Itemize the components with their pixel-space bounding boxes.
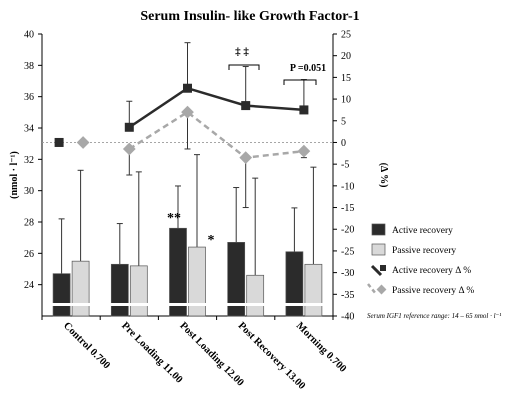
right-tick-label: 5: [341, 116, 346, 127]
left-tick-label: 36: [24, 92, 34, 103]
right-tick-label: 20: [341, 51, 351, 62]
bar: [285, 251, 304, 317]
reference-range-note: Serum IGF1 reference range: 14 – 65 nmol…: [367, 312, 501, 320]
bar: [110, 263, 129, 317]
bar: [227, 242, 246, 317]
active-delta-marker: [54, 137, 64, 147]
right-tick-label: -10: [341, 181, 354, 192]
right-tick-label: -30: [341, 268, 354, 279]
left-tick-label: 28: [24, 218, 34, 229]
legend-label: Active recovery: [392, 226, 453, 236]
p-value-bracket: [283, 79, 317, 85]
right-tick-label: -35: [341, 290, 354, 301]
left-tick-label: 30: [24, 186, 34, 197]
left-tick-label: 26: [24, 249, 34, 260]
bar: [246, 274, 265, 317]
active-delta-marker: [299, 105, 309, 115]
left-tick-label: 34: [24, 124, 34, 135]
right-tick-label: -25: [341, 246, 354, 257]
active-delta-marker: [241, 101, 251, 111]
significance-single-star: *: [208, 233, 215, 248]
right-tick-label: 0: [341, 138, 346, 149]
category-label: Post Loading 12.00: [177, 320, 245, 388]
significance-double-star: **: [167, 211, 181, 226]
bar: [304, 263, 323, 317]
legend-swatch: [371, 243, 386, 256]
left-tick-label: 24: [24, 280, 34, 291]
passive-delta-marker: [239, 151, 253, 165]
right-tick-label: -5: [341, 160, 349, 171]
left-tick-label: 32: [24, 155, 34, 166]
category-label: Post Recovery 13.00: [236, 320, 307, 391]
left-axis-label: (nmol · l⁻¹): [9, 151, 20, 199]
bar: [188, 246, 206, 317]
passive-delta-marker: [122, 142, 136, 156]
category-label: Control 0.700: [61, 320, 112, 371]
legend-label: Passive recovery: [392, 246, 456, 256]
plot-area: 24 26 28 30 32 34 36 38 40 -40 -35 -30 -25 -20 -15 -10 -…: [24, 30, 354, 392]
right-tick-label: 15: [341, 73, 351, 84]
passive-delta-line: [128, 110, 305, 159]
active-delta-line: [128, 86, 304, 129]
category-label: Morning 0.700: [294, 320, 348, 374]
legend-label: Passive recovery Δ %: [392, 286, 474, 296]
right-axis-label: (Δ %): [378, 163, 389, 188]
passive-delta-marker: [297, 144, 311, 158]
passive-delta-marker: [76, 136, 90, 149]
p-value-label: P =0.051: [290, 63, 326, 74]
legend-swatch: [371, 223, 386, 236]
right-tick-label: -40: [341, 312, 354, 323]
legend-line-swatch: [370, 264, 383, 277]
passive-delta-marker: [181, 105, 194, 119]
legend: Active recovery Passive recovery Active re…: [367, 223, 474, 296]
legend-marker-swatch: [380, 265, 386, 271]
legend-marker-swatch: [376, 284, 387, 295]
bar: [129, 265, 148, 317]
right-tick-label: -20: [341, 225, 354, 236]
left-tick-label: 38: [24, 61, 34, 72]
legend-line-swatch: [367, 283, 377, 295]
bar: [169, 227, 187, 317]
right-tick-label: -15: [341, 203, 354, 214]
active-delta-marker: [124, 122, 134, 132]
bar: [71, 260, 90, 317]
bar: [52, 273, 71, 317]
legend-label: Active recovery Δ %: [392, 266, 471, 276]
category-label: Pre Loading 11.00: [119, 320, 184, 385]
base-stripe: [43, 303, 332, 306]
significance-dagger: ‡ ‡: [235, 46, 249, 58]
right-tick-label: 10: [341, 95, 351, 106]
active-delta-marker: [183, 83, 192, 93]
chart-title: Serum Insulin- like Growth Factor-1: [140, 9, 359, 24]
dagger-bracket: [228, 64, 260, 70]
right-tick-label: 25: [341, 30, 351, 41]
left-tick-label: 40: [24, 30, 34, 41]
